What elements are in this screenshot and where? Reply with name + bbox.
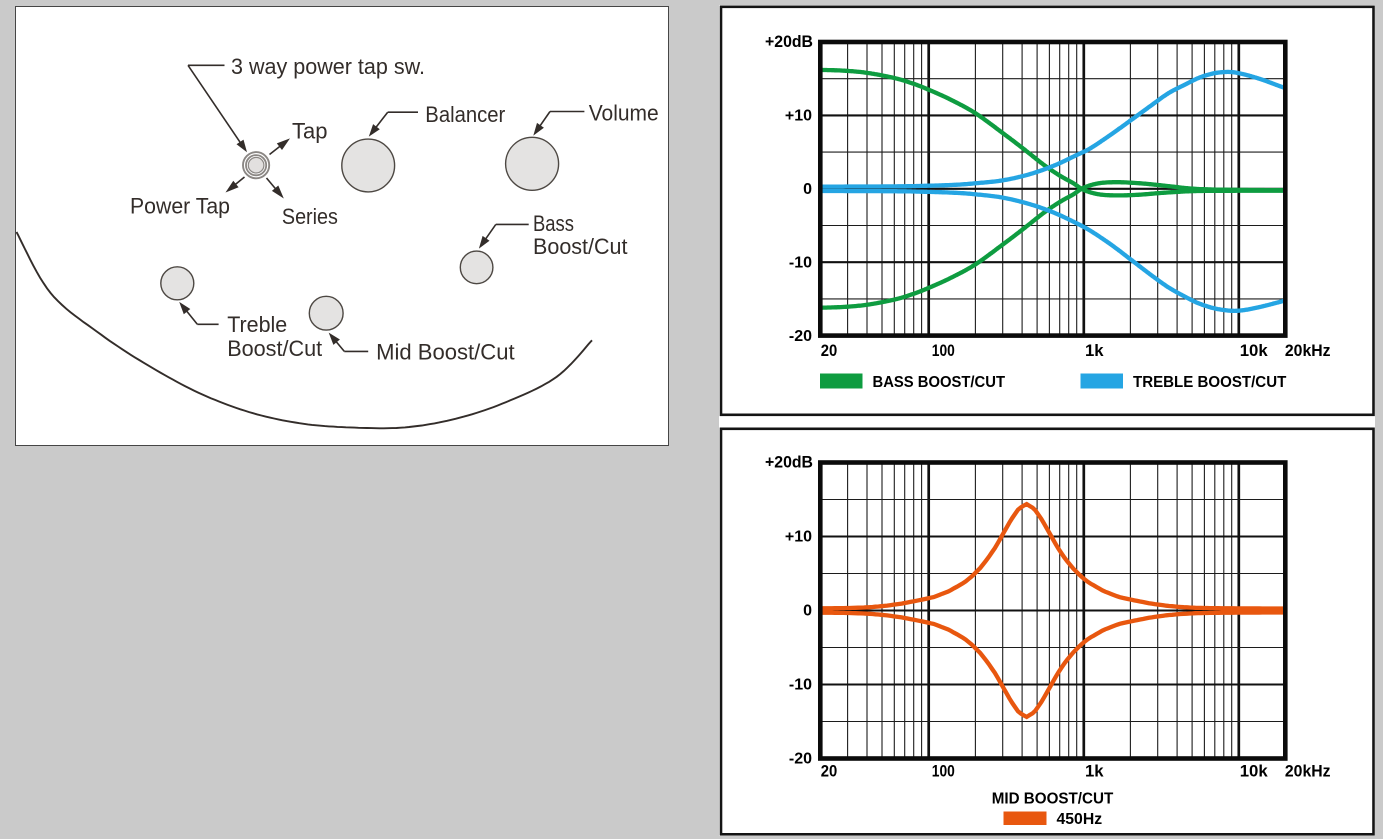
svg-text:Balancer: Balancer bbox=[425, 102, 505, 127]
svg-text:Tap: Tap bbox=[292, 118, 328, 143]
svg-text:+20dB: +20dB bbox=[765, 32, 813, 51]
svg-text:1k: 1k bbox=[1085, 762, 1104, 781]
svg-text:Series: Series bbox=[281, 204, 337, 229]
svg-text:Boost/Cut: Boost/Cut bbox=[227, 336, 322, 361]
svg-text:0: 0 bbox=[803, 603, 812, 620]
svg-text:Bass: Bass bbox=[533, 211, 574, 236]
svg-text:+10: +10 bbox=[785, 108, 812, 125]
svg-text:+10: +10 bbox=[785, 529, 812, 546]
svg-text:Volume: Volume bbox=[588, 100, 658, 125]
svg-text:20: 20 bbox=[821, 341, 838, 360]
svg-text:100: 100 bbox=[932, 341, 955, 360]
svg-text:Boost/Cut: Boost/Cut bbox=[533, 233, 628, 258]
svg-text:10k: 10k bbox=[1240, 341, 1269, 360]
svg-text:Power Tap: Power Tap bbox=[130, 193, 230, 218]
svg-text:20kHz: 20kHz bbox=[1285, 762, 1331, 781]
svg-text:20kHz: 20kHz bbox=[1285, 341, 1331, 360]
svg-text:BASS BOOST/CUT: BASS BOOST/CUT bbox=[873, 374, 1006, 391]
svg-text:Treble: Treble bbox=[227, 312, 287, 337]
svg-text:-10: -10 bbox=[789, 677, 812, 694]
svg-text:-20: -20 bbox=[789, 328, 812, 345]
svg-text:100: 100 bbox=[932, 762, 955, 781]
svg-text:0: 0 bbox=[803, 181, 812, 198]
svg-text:-20: -20 bbox=[789, 751, 812, 768]
svg-text:10k: 10k bbox=[1240, 762, 1269, 781]
svg-text:3 way power tap sw.: 3 way power tap sw. bbox=[231, 53, 425, 78]
svg-text:Mid Boost/Cut: Mid Boost/Cut bbox=[376, 339, 514, 364]
svg-text:+20dB: +20dB bbox=[765, 453, 813, 472]
svg-text:MID BOOST/CUT: MID BOOST/CUT bbox=[992, 791, 1114, 808]
svg-text:450Hz: 450Hz bbox=[1057, 811, 1103, 828]
svg-text:20: 20 bbox=[821, 762, 838, 781]
svg-text:1k: 1k bbox=[1085, 341, 1104, 360]
svg-text:-10: -10 bbox=[789, 254, 812, 271]
svg-text:TREBLE BOOST/CUT: TREBLE BOOST/CUT bbox=[1133, 374, 1287, 391]
